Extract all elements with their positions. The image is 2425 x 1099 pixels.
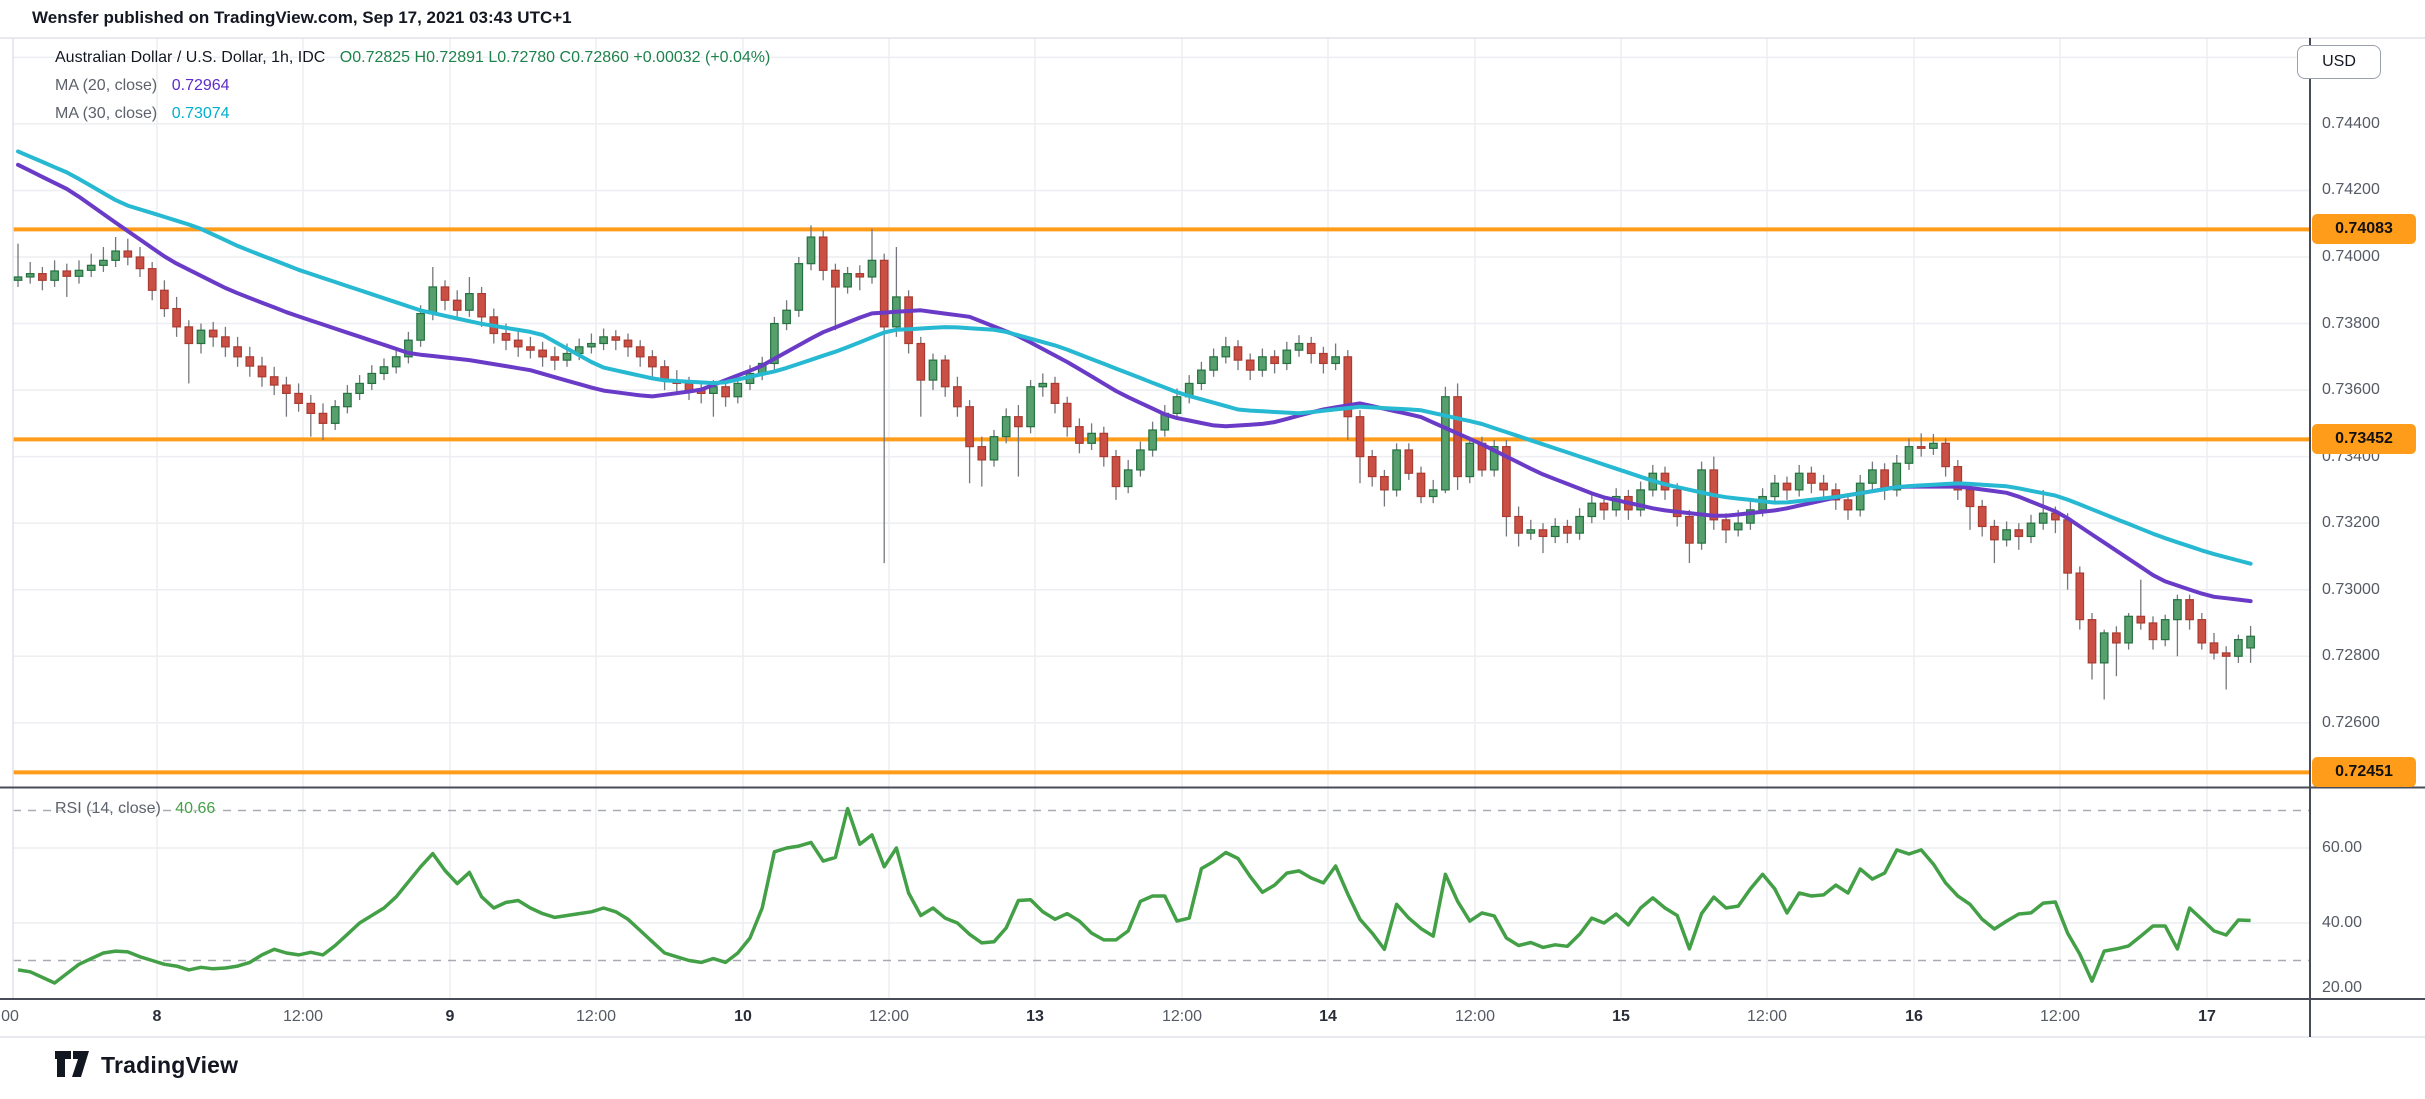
rsi-value: 40.66	[175, 800, 216, 817]
time-axis-label[interactable]: 16	[1905, 1008, 1923, 1025]
footer-branding: TradingView	[55, 1045, 238, 1085]
ma20-value: 0.72964	[171, 77, 230, 94]
time-axis-label[interactable]: 12:00	[2039, 1008, 2081, 1025]
rsi-legend-row[interactable]: RSI (14, close) 40.66	[55, 800, 215, 818]
price-level-label: 0.73452	[2312, 424, 2416, 455]
ma30-line[interactable]	[16, 149, 2253, 566]
candles[interactable]	[13, 225, 2255, 700]
time-axis-label[interactable]: 13	[1026, 1008, 1044, 1025]
price-axis-label[interactable]: 0.73800	[2322, 314, 2380, 332]
time-axis-label[interactable]: 14	[1319, 1008, 1337, 1025]
price-level-lines[interactable]	[13, 227, 2310, 775]
rsi-label: RSI (14, close)	[55, 800, 161, 817]
price-axis-label[interactable]: 0.74200	[2322, 181, 2380, 199]
symbol-row[interactable]: Australian Dollar / U.S. Dollar, 1h, IDC…	[55, 44, 770, 72]
time-axis-label[interactable]: 9	[445, 1008, 455, 1025]
ma30-label: MA (30, close)	[55, 105, 158, 122]
tradingview-logo-icon[interactable]	[55, 1051, 89, 1079]
time-axis-label[interactable]: 00	[1, 1008, 19, 1025]
price-level-label: 0.74083	[2312, 214, 2416, 245]
ohlc-values: O0.72825 H0.72891 L0.72780 C0.72860 +0.0…	[339, 49, 771, 66]
tradingview-wordmark[interactable]: TradingView	[101, 1051, 239, 1078]
time-axis-label[interactable]: 15	[1612, 1008, 1630, 1025]
rsi-axis-label[interactable]: 40.00	[2322, 914, 2363, 931]
price-level-label: 0.72451	[2312, 757, 2416, 788]
time-axis-label[interactable]: 17	[2198, 1008, 2216, 1025]
symbol-legend: Australian Dollar / U.S. Dollar, 1h, IDC…	[55, 44, 770, 128]
time-axis-label[interactable]: 12:00	[1746, 1008, 1788, 1025]
ma30-legend-row[interactable]: MA (30, close) 0.73074	[55, 100, 770, 128]
price-axis-label[interactable]: 0.73200	[2322, 514, 2380, 532]
symbol-title: Australian Dollar / U.S. Dollar, 1h, IDC	[55, 49, 326, 66]
price-axis-label[interactable]: 0.74400	[2322, 114, 2380, 132]
time-axis-label[interactable]: 8	[152, 1008, 162, 1025]
rsi-axis-label[interactable]: 20.00	[2322, 979, 2363, 996]
time-axis-label[interactable]: 12:00	[868, 1008, 910, 1025]
price-axis-label[interactable]: 0.73600	[2322, 381, 2380, 399]
price-axis-label[interactable]: 0.74000	[2322, 248, 2380, 265]
rsi-line[interactable]	[17, 806, 2251, 985]
ma20-legend-row[interactable]: MA (20, close) 0.72964	[55, 72, 770, 100]
rsi-axis-label[interactable]: 60.00	[2322, 839, 2363, 856]
currency-toggle-button[interactable]: USD	[2297, 45, 2381, 79]
time-axis-label[interactable]: 12:00	[282, 1008, 324, 1025]
ma20-label: MA (20, close)	[55, 77, 158, 94]
time-axis-label[interactable]: 12:00	[575, 1008, 617, 1025]
price-axis-label[interactable]: 0.72600	[2322, 713, 2380, 731]
price-axis-label[interactable]: 0.72800	[2322, 647, 2380, 665]
time-axis-label[interactable]: 10	[734, 1008, 752, 1025]
ma30-value: 0.73074	[171, 105, 230, 122]
publish-header: Wensfer published on TradingView.com, Se…	[32, 8, 572, 27]
price-axis-label[interactable]: 0.73000	[2322, 580, 2380, 598]
time-axis-label[interactable]: 12:00	[1454, 1008, 1496, 1025]
time-axis-label[interactable]: 12:00	[1161, 1008, 1203, 1025]
